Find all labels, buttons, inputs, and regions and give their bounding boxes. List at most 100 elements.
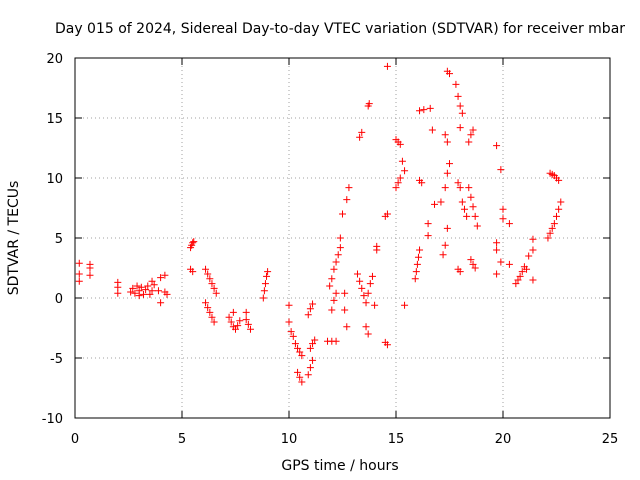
chart-title: Day 015 of 2024, Sidereal Day-to-day VTE… bbox=[55, 21, 625, 37]
grid bbox=[75, 58, 610, 418]
data-point bbox=[546, 229, 554, 237]
data-point bbox=[446, 160, 453, 168]
data-point bbox=[394, 179, 402, 187]
data-point bbox=[264, 268, 272, 276]
data-point bbox=[139, 290, 147, 298]
data-point bbox=[550, 220, 558, 228]
x-tick-label: 5 bbox=[178, 432, 186, 447]
data-point bbox=[210, 284, 218, 292]
data-point bbox=[75, 270, 83, 278]
data-point bbox=[114, 289, 122, 297]
data-point bbox=[529, 235, 537, 243]
data-point bbox=[86, 264, 94, 272]
data-point bbox=[204, 270, 212, 278]
data-point bbox=[246, 325, 254, 333]
data-point bbox=[463, 212, 471, 220]
data-point bbox=[443, 169, 451, 177]
data-point bbox=[412, 268, 420, 276]
data-point bbox=[296, 373, 304, 381]
data-point bbox=[497, 258, 505, 266]
data-point bbox=[364, 289, 372, 297]
data-point bbox=[441, 241, 449, 249]
data-point bbox=[208, 280, 216, 288]
data-point bbox=[304, 371, 312, 379]
data-point bbox=[339, 210, 346, 218]
data-point bbox=[555, 176, 563, 184]
data-point bbox=[499, 215, 507, 223]
data-point bbox=[236, 317, 244, 325]
y-tick-label: 5 bbox=[55, 232, 63, 247]
data-point bbox=[206, 308, 214, 316]
data-point bbox=[456, 184, 464, 192]
data-point bbox=[142, 286, 150, 294]
data-point bbox=[260, 287, 268, 295]
data-point bbox=[365, 100, 373, 108]
data-point bbox=[437, 198, 445, 206]
data-point bbox=[86, 271, 94, 279]
data-point bbox=[460, 205, 468, 213]
data-point bbox=[189, 239, 197, 247]
x-tick-label: 0 bbox=[71, 432, 79, 447]
data-point bbox=[225, 313, 233, 321]
data-point bbox=[341, 306, 349, 314]
data-point bbox=[398, 157, 406, 165]
data-point bbox=[345, 184, 353, 192]
data-point bbox=[154, 287, 162, 295]
data-point bbox=[332, 337, 340, 345]
data-point bbox=[75, 259, 83, 267]
data-point bbox=[439, 251, 447, 259]
data-point bbox=[553, 212, 560, 220]
data-point bbox=[418, 179, 426, 187]
data-point bbox=[334, 251, 342, 259]
data-point bbox=[512, 280, 520, 288]
data-point bbox=[135, 292, 143, 300]
data-point bbox=[505, 220, 513, 228]
data-point bbox=[343, 323, 351, 331]
data-point bbox=[416, 246, 424, 254]
data-point bbox=[309, 340, 317, 348]
data-point bbox=[341, 289, 349, 297]
data-point bbox=[358, 128, 366, 136]
data-point bbox=[336, 244, 344, 252]
data-point bbox=[557, 198, 565, 206]
data-point bbox=[328, 275, 336, 283]
data-point bbox=[263, 272, 271, 280]
data-point bbox=[383, 62, 391, 70]
data-point bbox=[441, 184, 449, 192]
data-point bbox=[373, 242, 381, 250]
axis-ticks: 0 5 10 15 20 25 -10 -5 0 5 10 15 20 bbox=[42, 52, 619, 447]
data-point bbox=[298, 378, 306, 386]
data-point bbox=[401, 301, 409, 309]
data-point bbox=[414, 253, 422, 261]
data-point bbox=[454, 92, 462, 100]
data-point bbox=[304, 311, 312, 319]
data-point bbox=[210, 318, 218, 326]
data-point bbox=[311, 336, 319, 344]
data-point bbox=[232, 325, 239, 333]
data-point bbox=[523, 265, 531, 273]
data-point bbox=[392, 184, 400, 192]
data-point bbox=[383, 341, 391, 349]
data-point bbox=[458, 198, 466, 206]
data-point bbox=[287, 328, 295, 336]
data-point bbox=[516, 272, 524, 280]
data-point bbox=[306, 364, 314, 372]
data-point bbox=[353, 270, 361, 278]
data-point bbox=[298, 352, 306, 360]
data-points bbox=[75, 62, 565, 386]
data-point bbox=[467, 193, 475, 201]
data-point bbox=[291, 340, 299, 348]
data-point bbox=[467, 256, 475, 264]
data-point bbox=[190, 238, 198, 246]
data-point bbox=[493, 246, 501, 254]
data-point bbox=[358, 284, 366, 292]
data-point bbox=[202, 265, 210, 273]
data-point bbox=[401, 167, 409, 175]
data-point bbox=[129, 284, 137, 292]
data-point bbox=[497, 166, 505, 174]
data-point bbox=[204, 304, 212, 312]
data-point bbox=[144, 282, 152, 290]
data-point bbox=[261, 280, 269, 288]
data-point bbox=[208, 313, 216, 321]
data-point bbox=[133, 282, 141, 290]
